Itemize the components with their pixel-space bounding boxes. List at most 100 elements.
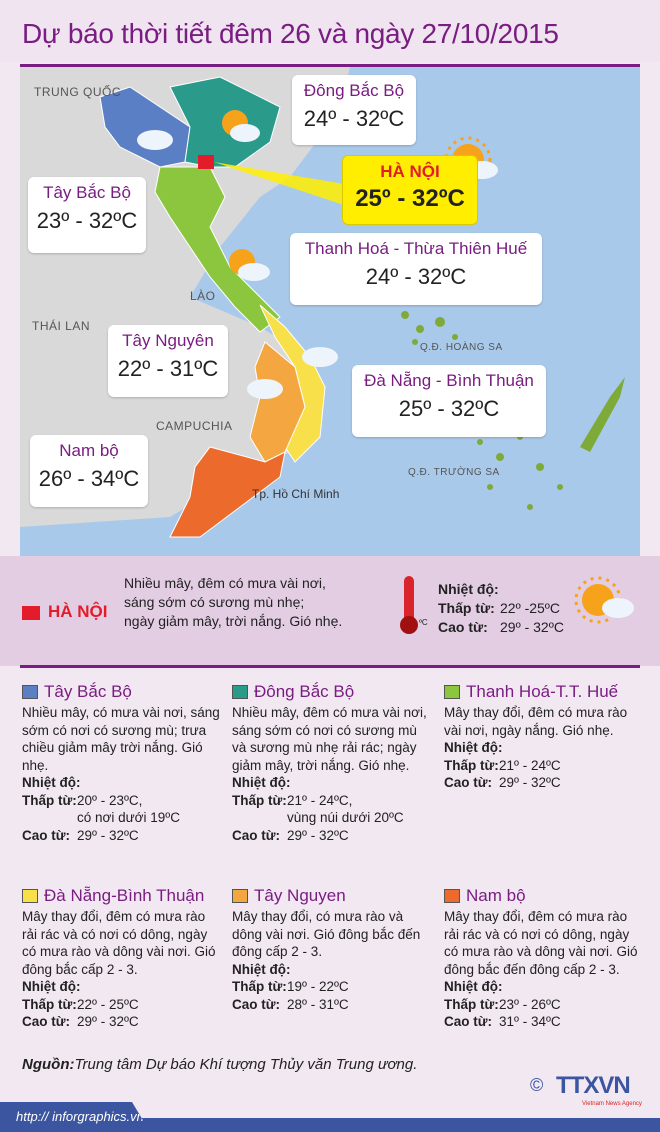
region-desc: Mây thay đổi, đêm có mưa rào vài nơi, ng… [444,705,628,738]
hanoi-desc-line: ngày giảm mây, trời nắng. Gió nhẹ. [124,613,343,629]
hanoi-label: HÀ NỘI [48,602,108,621]
high-label: Cao từ: [22,827,71,843]
region-swatch [444,889,460,903]
label-cambodia: CAMPUCHIA [156,419,233,433]
high-label: Cao từ: [444,1014,493,1029]
divider [20,665,640,668]
label-china: TRUNG QUỐC [34,85,121,99]
high-label: Cao từ: [232,827,281,843]
region-desc: Mây thay đổi, đêm có mưa rào rải rác và … [444,909,638,977]
region-swatch [22,889,38,903]
source-line: Nguồn:Trung tâm Dự báo Khí tượng Thủy vă… [22,1056,417,1073]
temp-label: Nhiệt độ: [22,775,81,790]
region-section: Đông Bắc Bộ Nhiều mây, đêm có mưa vài nơ… [232,682,432,844]
high-value: 29º - 32ºC [77,1014,139,1029]
region-section: Đà Nẵng-Bình Thuận Mây thay đổi, đêm có … [22,886,222,1031]
hanoi-temp-label: Nhiệt độ: [438,581,499,597]
high-value: 31º - 34ºC [499,1014,561,1029]
thermometer-icon [404,576,414,624]
weather-map: TRUNG QUỐC LÀO THÁI LAN CAMPUCHIA Q.Đ. H… [20,64,640,556]
low-label: Thấp từ: [232,792,287,808]
thermometer-unit: ºC [419,618,428,627]
low-value: 21º - 24ºC [499,757,561,773]
hanoi-low: 22º -25ºC [500,600,561,616]
temp-label: Nhiệt độ: [22,979,81,994]
logo-subtitle: Vietnam News Agency [582,1101,642,1107]
high-value: 29º - 32ºC [77,827,139,843]
low-value: 21º - 24ºC, [287,792,353,808]
region-da-nang-binh-thuan [259,304,326,463]
label-laos: LÀO [190,289,216,303]
ttxvn-logo: TTXVN [556,1072,631,1099]
region-section: Nam bộ Mây thay đổi, đêm có mưa rào rải … [444,886,644,1031]
footer-bar [0,1118,660,1132]
high-label: Cao từ: [232,996,281,1012]
hanoi-desc-line: Nhiều mây, đêm có mưa vài nơi, [124,575,326,591]
region-title: Đà Nẵng-Bình Thuận [44,886,205,905]
region-box-thanh-hoa-hue: Thanh Hoá - Thừa Thiên Huế 24º - 32ºC [290,233,542,305]
label-hcm: Tp. Hồ Chí Minh [252,487,340,501]
low-value: 19º - 22ºC [287,979,349,994]
region-swatch [232,685,248,699]
region-box-dong-bac: Đông Bắc Bộ 24º - 32ºC [292,75,416,145]
region-swatch [232,889,248,903]
sun-cloud-icon [222,110,260,142]
temp-label: Nhiệt độ: [444,979,503,994]
region-box-tay-nguyen: Tây Nguyên 22º - 31ºC [108,325,228,397]
copyright-icon: © [530,1075,544,1095]
label-truong-sa: Q.Đ. TRƯỜNG SA [408,467,500,478]
temp-label: Nhiệt độ: [444,740,503,755]
thermometer-bulb [400,616,418,634]
hanoi-desc-line: sáng sớm có sương mù nhẹ; [124,594,305,610]
low-label: Thấp từ: [22,792,77,808]
region-desc: Mây thay đổi, có mưa rào và dông vài nơi… [232,909,421,959]
region-section: Tây Nguyen Mây thay đổi, có mưa rào và d… [232,886,432,1013]
sun-cloud-icon [229,249,270,281]
region-desc: Mây thay đổi, đêm có mưa rào rải rác và … [22,909,216,977]
region-section: Thanh Hoá-T.T. Huế Mây thay đổi, đêm có … [444,682,644,792]
label-thailand: THÁI LAN [32,319,91,333]
region-desc: Nhiều mây, có mưa vài nơi, sáng sớm có n… [22,705,220,773]
low-value: 23º - 26ºC [499,996,561,1012]
hanoi-swatch [22,606,40,620]
region-swatch [22,685,38,699]
cloud-rain-icon [302,347,338,367]
low-label: Thấp từ: [232,979,287,994]
hanoi-pointer [214,162,350,207]
region-box-tay-bac: Tây Bắc Bộ 23º - 32ºC [28,177,146,253]
cloud-rain-icon [137,130,173,150]
page-title: Dự báo thời tiết đêm 26 và ngày 27/10/20… [0,0,660,62]
region-title: Tây Bắc Bộ [44,682,132,701]
region-box-nam-bo: Nam bộ 26º - 34ºC [30,435,148,507]
low-value: 22º - 25ºC [77,996,139,1012]
region-title: Đông Bắc Bộ [254,682,355,701]
sun-cloud-icon [574,576,634,624]
region-title: Thanh Hoá-T.T. Huế [466,682,619,701]
hanoi-panel: HÀ NỘI Nhiều mây, đêm có mưa vài nơi, sá… [0,556,660,666]
source-text: Trung tâm Dự báo Khí tượng Thủy văn Trun… [74,1056,418,1073]
website-link[interactable]: http:// inforgraphics.vn [0,1102,150,1132]
region-nam-bo [169,446,286,538]
region-title: Tây Nguyen [254,886,346,905]
high-label: Cao từ: [22,1014,71,1029]
region-box-hanoi: HÀ NỘI 25º - 32ºC [342,155,478,225]
high-value: 29º - 32ºC [499,775,561,790]
low-value: 20º - 23ºC, [77,792,143,808]
hanoi-high: 29º - 32ºC [500,619,564,635]
hanoi-low-label: Thấp từ: [438,600,495,616]
palawan-island [580,377,625,452]
high-value: 29º - 32ºC [287,827,349,843]
region-box-da-nang: Đà Nẵng - Bình Thuận 25º - 32ºC [352,365,546,437]
high-label: Cao từ: [444,775,493,790]
source-label: Nguồn: [22,1056,75,1073]
region-swatch [444,685,460,699]
label-hoang-sa: Q.Đ. HOÀNG SA [420,342,503,353]
low-label: Thấp từ: [22,996,77,1012]
low-note: có nơi dưới 19ºC [77,810,180,825]
low-label: Thấp từ: [444,996,499,1012]
temp-label: Nhiệt độ: [232,775,291,790]
region-section: Tây Bắc Bộ Nhiều mây, có mưa vài nơi, sá… [22,682,222,844]
low-label: Thấp từ: [444,757,499,773]
region-title: Nam bộ [466,886,526,905]
temp-label: Nhiệt độ: [232,961,291,977]
